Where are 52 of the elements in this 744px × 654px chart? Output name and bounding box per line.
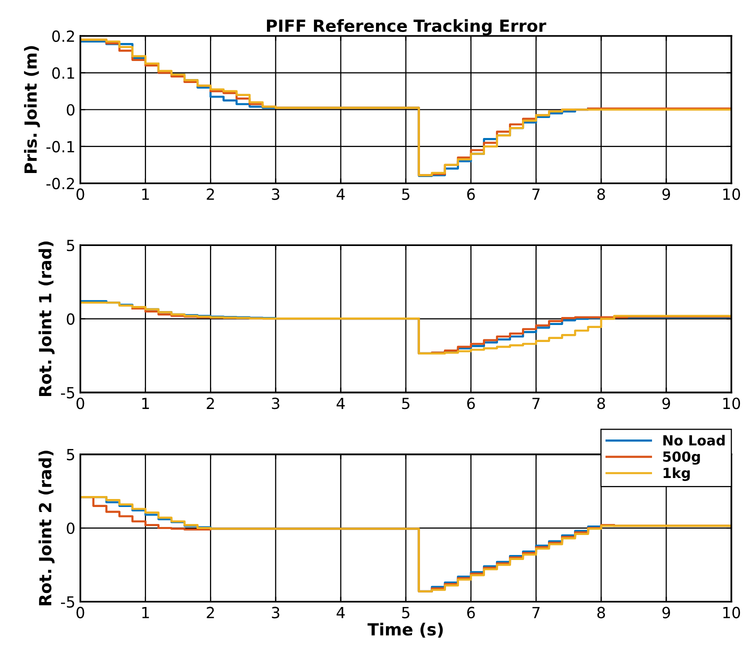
y-axis-title: Pris. Joint (m)	[24, 46, 40, 173]
x-tick-label: 4	[336, 188, 345, 200]
x-tick-label: 10	[723, 606, 740, 618]
x-tick-label: 8	[597, 606, 605, 618]
x-tick-label: 3	[272, 398, 280, 410]
y-tick-label: -0.2	[46, 178, 74, 190]
x-tick-label: 1	[142, 188, 149, 200]
x-tick-label: 9	[662, 398, 670, 410]
x-tick-label: 6	[467, 188, 475, 200]
x-tick-label: 4	[336, 607, 345, 618]
x-tick-label: 9	[662, 606, 670, 618]
x-tick-label: 7	[532, 188, 540, 200]
chart-title: PIFF Reference Tracking Error	[266, 19, 546, 36]
x-tick-label: 9	[662, 188, 670, 200]
y-tick-label: 5	[66, 449, 74, 460]
y-tick-label: -5	[61, 596, 74, 608]
y-tick-label: 0	[66, 104, 74, 116]
y-tick-label: 5	[66, 240, 74, 252]
y-tick-label: 0.2	[52, 30, 74, 42]
x-tick-label: 7	[532, 398, 540, 409]
x-tick-label: 1	[142, 398, 149, 409]
y-tick-label: 0.1	[52, 67, 74, 79]
y-axis-title: Rot. Joint 1 (rad)	[38, 242, 55, 396]
x-tick-label: 6	[467, 606, 475, 618]
y-tick-label: 0	[66, 313, 74, 325]
x-tick-label: 0	[76, 188, 84, 200]
x-tick-label: 5	[402, 607, 410, 618]
x-tick-label: 4	[336, 398, 345, 409]
y-tick-label: 0	[66, 522, 74, 534]
x-tick-label: 10	[723, 398, 740, 410]
x-tick-label: 6	[467, 398, 475, 410]
x-tick-label: 3	[272, 606, 280, 618]
x-tick-label: 1	[142, 607, 149, 618]
x-tick-label: 2	[206, 606, 214, 618]
y-tick-label: -0.1	[46, 140, 74, 152]
legend-label: 1kg	[664, 467, 690, 481]
x-tick-label: 10	[723, 188, 740, 200]
x-tick-label: 2	[206, 188, 214, 200]
x-tick-label: 3	[272, 188, 280, 200]
x-axis-title: Time (s)	[368, 622, 443, 638]
x-tick-label: 5	[402, 188, 410, 200]
x-tick-label: 8	[597, 398, 605, 410]
x-tick-label: 0	[76, 606, 84, 618]
x-tick-label: 7	[532, 607, 540, 618]
x-tick-label: 2	[206, 398, 214, 409]
y-tick-label: -5	[61, 387, 74, 399]
x-tick-label: 0	[76, 398, 84, 410]
x-tick-label: 8	[597, 188, 605, 200]
legend-label: No Load	[663, 434, 725, 446]
x-tick-label: 5	[402, 398, 410, 410]
y-axis-title: Rot. Joint 2 (rad)	[38, 450, 55, 606]
legend-label: 500g	[663, 451, 700, 465]
